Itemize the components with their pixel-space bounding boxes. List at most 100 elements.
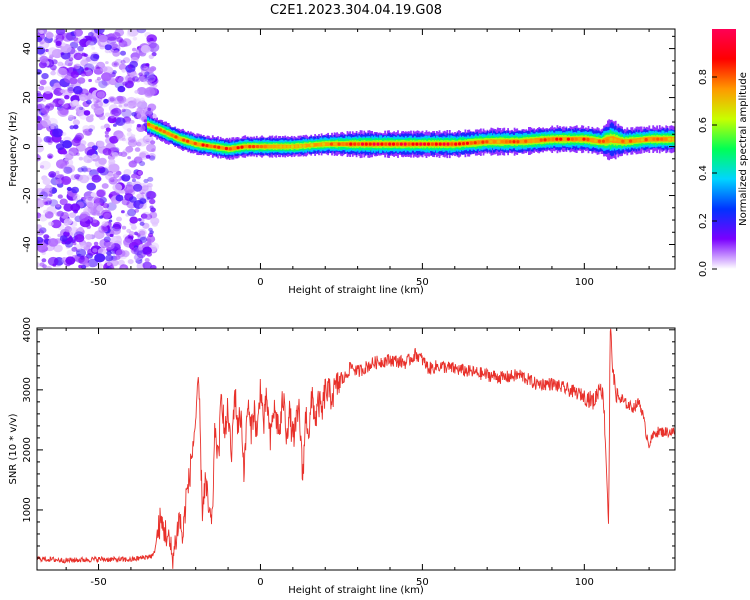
noise-blob: [112, 183, 123, 192]
ridge-core-segment: [605, 138, 609, 142]
noise-blob: [104, 44, 112, 51]
noise-blob: [139, 198, 147, 205]
snr-series: [37, 328, 675, 569]
ridge-core-segment: [660, 137, 664, 141]
ridge-cell: [336, 142, 338, 147]
ridge-core-segment: [566, 137, 570, 141]
ridge-cell: [553, 136, 556, 142]
ridge-cell: [289, 145, 292, 148]
ridge-core-segment: [333, 142, 337, 146]
ridge-cell: [375, 141, 377, 147]
noise-blob: [128, 231, 135, 236]
noise-blob: [88, 78, 92, 83]
noise-blob: [37, 229, 44, 236]
figure-title: C2E1.2023.304.04.19.G08: [270, 3, 442, 18]
noise-blob: [103, 236, 111, 243]
ridge-cell: [522, 139, 525, 144]
noise-blob: [117, 85, 126, 93]
ridge-cell: [460, 141, 463, 147]
ridge-cell: [200, 143, 202, 147]
noise-blob: [39, 40, 50, 49]
noise-blob: [55, 40, 62, 47]
ridge-core-segment: [423, 142, 427, 146]
noise-blob: [92, 248, 98, 253]
noise-blob: [38, 85, 45, 91]
noise-blob: [116, 216, 122, 222]
noise-blob: [37, 236, 44, 244]
ridge-cell: [515, 139, 517, 144]
ridge-cell: [390, 141, 393, 147]
noise-blob: [37, 136, 42, 144]
ridge-core-segment: [158, 128, 162, 132]
noise-blob: [55, 29, 66, 36]
noise-blob: [72, 99, 80, 106]
ridge-core-segment: [240, 145, 244, 149]
noise-blob: [47, 137, 55, 143]
noise-blob: [126, 128, 132, 132]
ridge-cell: [285, 145, 288, 149]
noise-blob: [65, 256, 76, 265]
noise-blob: [130, 134, 136, 138]
noise-blob: [37, 243, 48, 253]
ridge-cell: [456, 142, 459, 146]
ridge-core-segment: [399, 142, 403, 146]
noise-blob: [143, 119, 148, 123]
ridge-cell: [588, 137, 591, 142]
noise-blob: [99, 196, 107, 204]
noise-blob: [41, 73, 49, 80]
x-tick-label: -50: [90, 277, 106, 288]
snr-x-ticks: -50 0 50 100: [65, 328, 650, 588]
noise-blob: [53, 87, 64, 96]
noise-blob: [42, 197, 53, 206]
ridge-core-segment: [481, 140, 485, 144]
noise-blob: [151, 52, 157, 57]
noise-blob: [72, 242, 77, 246]
noise-blob: [39, 79, 47, 86]
noise-blob: [59, 235, 68, 242]
ridge-core-segment: [248, 145, 252, 149]
noise-blob: [57, 194, 63, 199]
ridge-core-segment: [298, 144, 302, 148]
ridge-core-segment: [644, 138, 648, 142]
ridge-core-segment: [469, 141, 473, 145]
ridge-core-segment: [493, 140, 497, 144]
noise-blob: [146, 252, 152, 257]
ridge-core-segment: [454, 142, 458, 146]
noise-blob: [100, 125, 106, 130]
ridge-core-segment: [539, 138, 543, 142]
noise-blob: [139, 236, 148, 243]
noise-blob: [121, 108, 132, 118]
noise-blob: [85, 233, 93, 240]
noise-blob: [70, 203, 81, 212]
ridge-cell: [608, 136, 611, 143]
ridge-cell: [557, 136, 560, 142]
noise-blob: [140, 213, 148, 219]
noise-blob: [127, 208, 137, 217]
ridge-core-segment: [461, 142, 466, 146]
ridge-core-segment: [252, 145, 256, 149]
noise-blob: [139, 203, 147, 210]
noise-blob: [130, 120, 135, 124]
ridge-core-segment: [640, 138, 644, 142]
noise-blob: [108, 158, 116, 165]
ridge-core-segment: [205, 144, 209, 148]
ridge-core-segment: [259, 145, 263, 149]
noise-blob: [80, 71, 87, 77]
ridge-core-segment: [629, 139, 633, 143]
ridge-cell: [429, 142, 432, 147]
noise-blob: [56, 67, 68, 77]
noise-blob: [121, 68, 126, 73]
noise-blob: [93, 241, 99, 246]
ridge-cell: [476, 140, 478, 145]
noise-blob: [51, 59, 58, 65]
ridge-core-segment: [446, 142, 450, 146]
noise-blob: [75, 248, 87, 258]
noise-blob: [43, 209, 48, 214]
ridge-core-segment: [547, 137, 551, 142]
noise-blob: [146, 241, 152, 246]
ridge-core-segment: [325, 142, 330, 146]
noise-blob: [104, 130, 109, 135]
ridge-core-segment: [232, 146, 236, 150]
noise-blob: [131, 178, 137, 183]
ridge-core-segment: [287, 145, 291, 149]
